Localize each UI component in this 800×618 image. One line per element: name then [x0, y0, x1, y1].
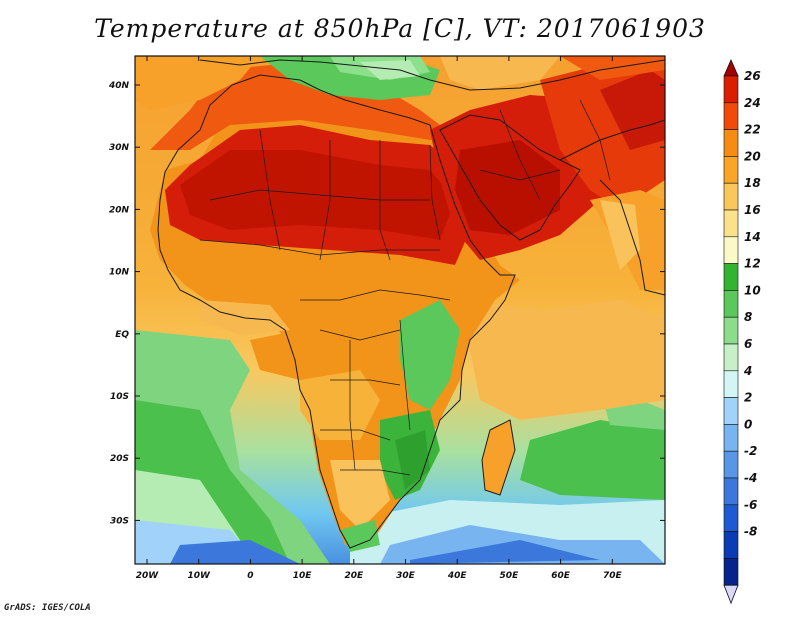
- colorbar-bottom-arrow: [723, 584, 739, 605]
- colorbar-label: 14: [744, 230, 761, 244]
- colorbar-swatch: [723, 558, 739, 586]
- credit-text: GrADS: IGES/COLA: [4, 603, 91, 613]
- colorbar-swatch: [723, 290, 739, 318]
- lat-label: 10S: [110, 392, 129, 402]
- lon-label: 10W: [187, 571, 211, 581]
- colorbar-swatch: [723, 424, 739, 452]
- lon-label: 60E: [551, 571, 571, 581]
- colorbar-swatch: [723, 129, 739, 157]
- colorbar-swatch: [723, 450, 739, 479]
- madagascar: [482, 420, 515, 495]
- lat-label: 30S: [110, 516, 129, 526]
- colorbar-label: 16: [744, 203, 761, 217]
- colorbar-swatch: [723, 370, 739, 398]
- colorbar-swatch: [723, 102, 739, 130]
- arabia-coastline: [439, 114, 581, 241]
- lat-label: 30N: [109, 143, 130, 153]
- colorbar-swatch: [723, 531, 739, 559]
- colorbar-label: -2: [744, 444, 757, 458]
- colorbar-swatch: [723, 209, 739, 238]
- colorbar-swatch: [723, 236, 739, 264]
- map-frame: [134, 55, 666, 565]
- country-borders: [199, 99, 611, 476]
- colorbar-swatch: [723, 182, 739, 211]
- colorbar-swatch: [723, 504, 739, 532]
- colorbar-label: 8: [744, 310, 752, 324]
- lat-label: 40N: [108, 81, 130, 91]
- colorbar-label: 0: [744, 417, 752, 431]
- longitude-axis: 20W 10W 0 10E 20E 30E 40E 50E 60E 70E: [136, 56, 623, 581]
- lon-label: 30E: [396, 571, 416, 581]
- colorbar-label: 22: [744, 123, 761, 137]
- colorbar-top-arrow: [723, 59, 739, 77]
- colorbar-label: 6: [744, 337, 752, 351]
- colorbar-label: 26: [744, 69, 761, 83]
- colorbar-swatch: [723, 397, 739, 425]
- colorbar-label: 2: [744, 391, 752, 405]
- colorbar-swatch: [723, 343, 739, 372]
- lat-label: 20N: [109, 205, 130, 215]
- colorbar-label: 20: [744, 149, 761, 163]
- lon-label: 50E: [500, 571, 520, 581]
- lon-label: 10E: [293, 571, 313, 581]
- coastlines: [157, 59, 665, 549]
- africa-coastline: [157, 74, 516, 549]
- lon-label: 20E: [344, 571, 364, 581]
- colorbar-label: -4: [744, 471, 757, 485]
- colorbar-label: 10: [744, 283, 761, 297]
- lon-label: 70E: [603, 571, 623, 581]
- map-title: Temperature at 850hPa [C], VT: 201706190…: [94, 14, 706, 43]
- lat-label: 20S: [110, 454, 129, 464]
- lat-label: 10N: [109, 268, 130, 278]
- lon-label: 0: [247, 571, 253, 581]
- colorbar-label: -8: [744, 525, 757, 539]
- colorbar-label: -6: [744, 498, 757, 512]
- colorbar-swatch: [723, 316, 739, 345]
- colorbar-label: 12: [744, 257, 761, 271]
- colorbar-swatch: [723, 75, 739, 104]
- map-panel: [135, 56, 665, 564]
- colorbar-label: 18: [744, 176, 761, 190]
- colorbar-swatch: [723, 156, 739, 184]
- lon-label: 20W: [136, 571, 160, 581]
- lat-label: EQ: [115, 330, 129, 340]
- lon-label: 40E: [447, 571, 468, 581]
- colorbar-swatch: [723, 263, 739, 291]
- colorbar-label: 24: [744, 96, 761, 110]
- colorbar-swatch: [723, 477, 739, 506]
- colorbar-label: 4: [743, 364, 752, 378]
- latitude-axis: 40N 30N 20N 10N EQ 10S 20S 30S: [108, 81, 665, 526]
